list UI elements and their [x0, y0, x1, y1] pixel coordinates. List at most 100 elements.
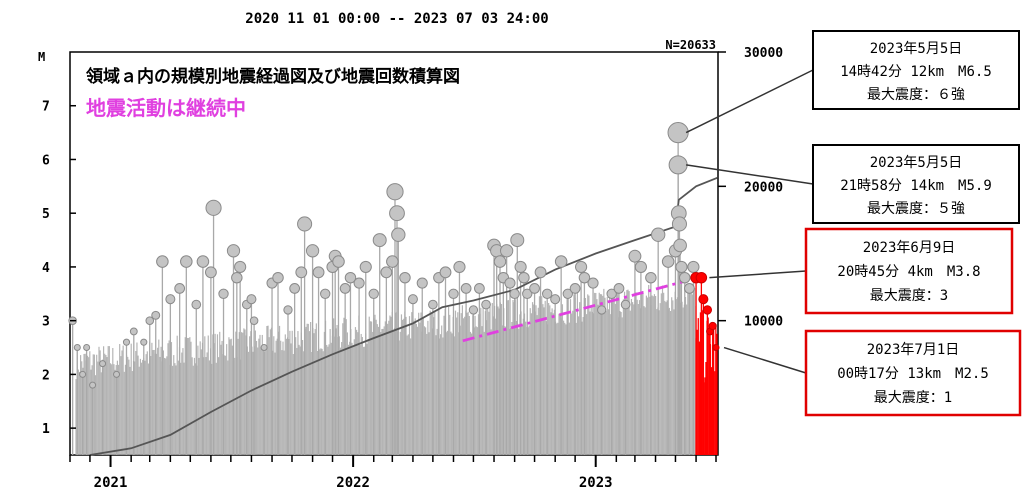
y-right-tick-label: 30000: [744, 46, 783, 61]
event-marker: [218, 288, 229, 299]
event-marker: [89, 381, 97, 389]
annotation-detail: 14時42分 12km M6.5: [840, 64, 992, 80]
event-marker: [651, 227, 666, 242]
event-marker: [493, 255, 507, 268]
y-left-tick-label: 3: [42, 315, 50, 330]
event-marker: [368, 288, 379, 299]
event-marker: [529, 283, 540, 294]
event-marker: [698, 294, 709, 305]
chart-subtitle: 地震活動は継続中: [86, 96, 246, 120]
annotation-connector: [723, 346, 807, 374]
chart-title: 領域ａ内の規模別地震経過図及び地震回数積算図: [86, 66, 460, 87]
event-marker: [671, 216, 687, 232]
event-marker: [332, 255, 345, 268]
event-marker: [99, 360, 107, 368]
event-marker: [289, 283, 301, 294]
event-marker: [272, 271, 284, 284]
event-marker: [474, 283, 485, 294]
event-marker: [372, 233, 387, 248]
event-marker: [460, 283, 472, 294]
event-marker: [453, 260, 466, 274]
event-marker: [645, 271, 657, 284]
event-marker: [246, 294, 257, 305]
annotation-box-m65: 2023年5月5日 14時42分 12km M6.5 最大震度：６強: [812, 30, 1020, 110]
event-marker: [675, 260, 688, 274]
event-marker: [386, 255, 399, 268]
y-left-tick-label: 2: [42, 368, 50, 383]
event-marker: [569, 283, 581, 294]
event-marker: [439, 266, 452, 279]
event-marker: [407, 294, 418, 305]
event-marker: [702, 305, 713, 315]
annotation-intensity: 最大震度：1: [874, 390, 952, 406]
event-marker: [305, 244, 320, 258]
chart-header: 2020 11 01 00:00 -- 2023 07 03 24:00: [245, 11, 548, 27]
event-marker: [550, 294, 561, 305]
annotation-date: 2023年7月1日: [867, 342, 960, 358]
event-marker: [129, 327, 138, 336]
event-marker: [295, 266, 308, 279]
event-marker: [587, 277, 599, 289]
event-marker: [165, 294, 176, 305]
event-marker: [712, 344, 720, 352]
event-marker: [708, 321, 717, 331]
event-marker: [204, 266, 217, 279]
annotation-date: 2023年5月5日: [870, 41, 963, 57]
annotation-frame: [804, 227, 1014, 315]
event-marker: [151, 310, 161, 320]
y-left-tick-label: 4: [42, 261, 50, 276]
event-marker: [613, 283, 625, 294]
event-marker: [122, 338, 131, 346]
annotation-detail: 00時17分 13km M2.5: [837, 366, 989, 382]
annotation-connector: [686, 164, 814, 185]
event-marker: [684, 283, 695, 294]
event-marker: [140, 338, 148, 346]
event-marker: [180, 255, 193, 268]
event-marker: [83, 344, 91, 352]
event-marker: [518, 271, 530, 284]
event-marker: [380, 266, 393, 279]
event-marker: [510, 233, 525, 248]
x-year-label: 2022: [336, 475, 370, 491]
event-marker: [297, 216, 313, 232]
event-marker: [620, 299, 631, 310]
event-marker: [260, 344, 268, 352]
event-marker: [554, 255, 568, 268]
trend-line: [462, 279, 689, 343]
event-marker: [428, 299, 438, 310]
event-marker: [145, 316, 155, 325]
event-marker: [231, 271, 243, 284]
annotation-connector: [709, 270, 807, 279]
event-marker: [344, 271, 357, 284]
event-marker: [191, 299, 202, 310]
event-marker: [468, 305, 479, 315]
annotation-intensity: 最大震度：５強: [867, 201, 965, 217]
event-marker: [628, 249, 642, 263]
event-marker: [416, 277, 428, 289]
event-marker: [113, 370, 121, 378]
event-marker: [389, 205, 405, 222]
y-right-tick-label: 10000: [744, 315, 783, 330]
y-right-tick-label: 20000: [744, 180, 783, 195]
event-marker: [634, 260, 648, 274]
event-marker: [504, 277, 516, 289]
event-marker: [668, 155, 688, 175]
event-marker: [226, 244, 241, 258]
event-marker: [578, 271, 591, 284]
annotation-connector: [685, 69, 814, 134]
event-markers: [68, 122, 720, 389]
event-marker: [597, 305, 607, 315]
annotation-frame: [812, 30, 1020, 110]
event-marker: [156, 255, 169, 268]
annotation-date: 2023年5月5日: [870, 155, 963, 171]
event-marker: [500, 244, 514, 258]
axes: 1 2 3 4 5 6 7 10000 20000 30000 2021 2022 2023: [42, 46, 783, 491]
event-marker: [514, 260, 527, 274]
x-year-label: 2021: [94, 475, 128, 491]
event-count-label: N=20633: [665, 38, 716, 52]
annotation-date: 2023年6月9日: [863, 240, 956, 256]
annotation-frame: [804, 329, 1022, 417]
event-marker: [606, 288, 617, 299]
event-marker: [695, 271, 708, 284]
